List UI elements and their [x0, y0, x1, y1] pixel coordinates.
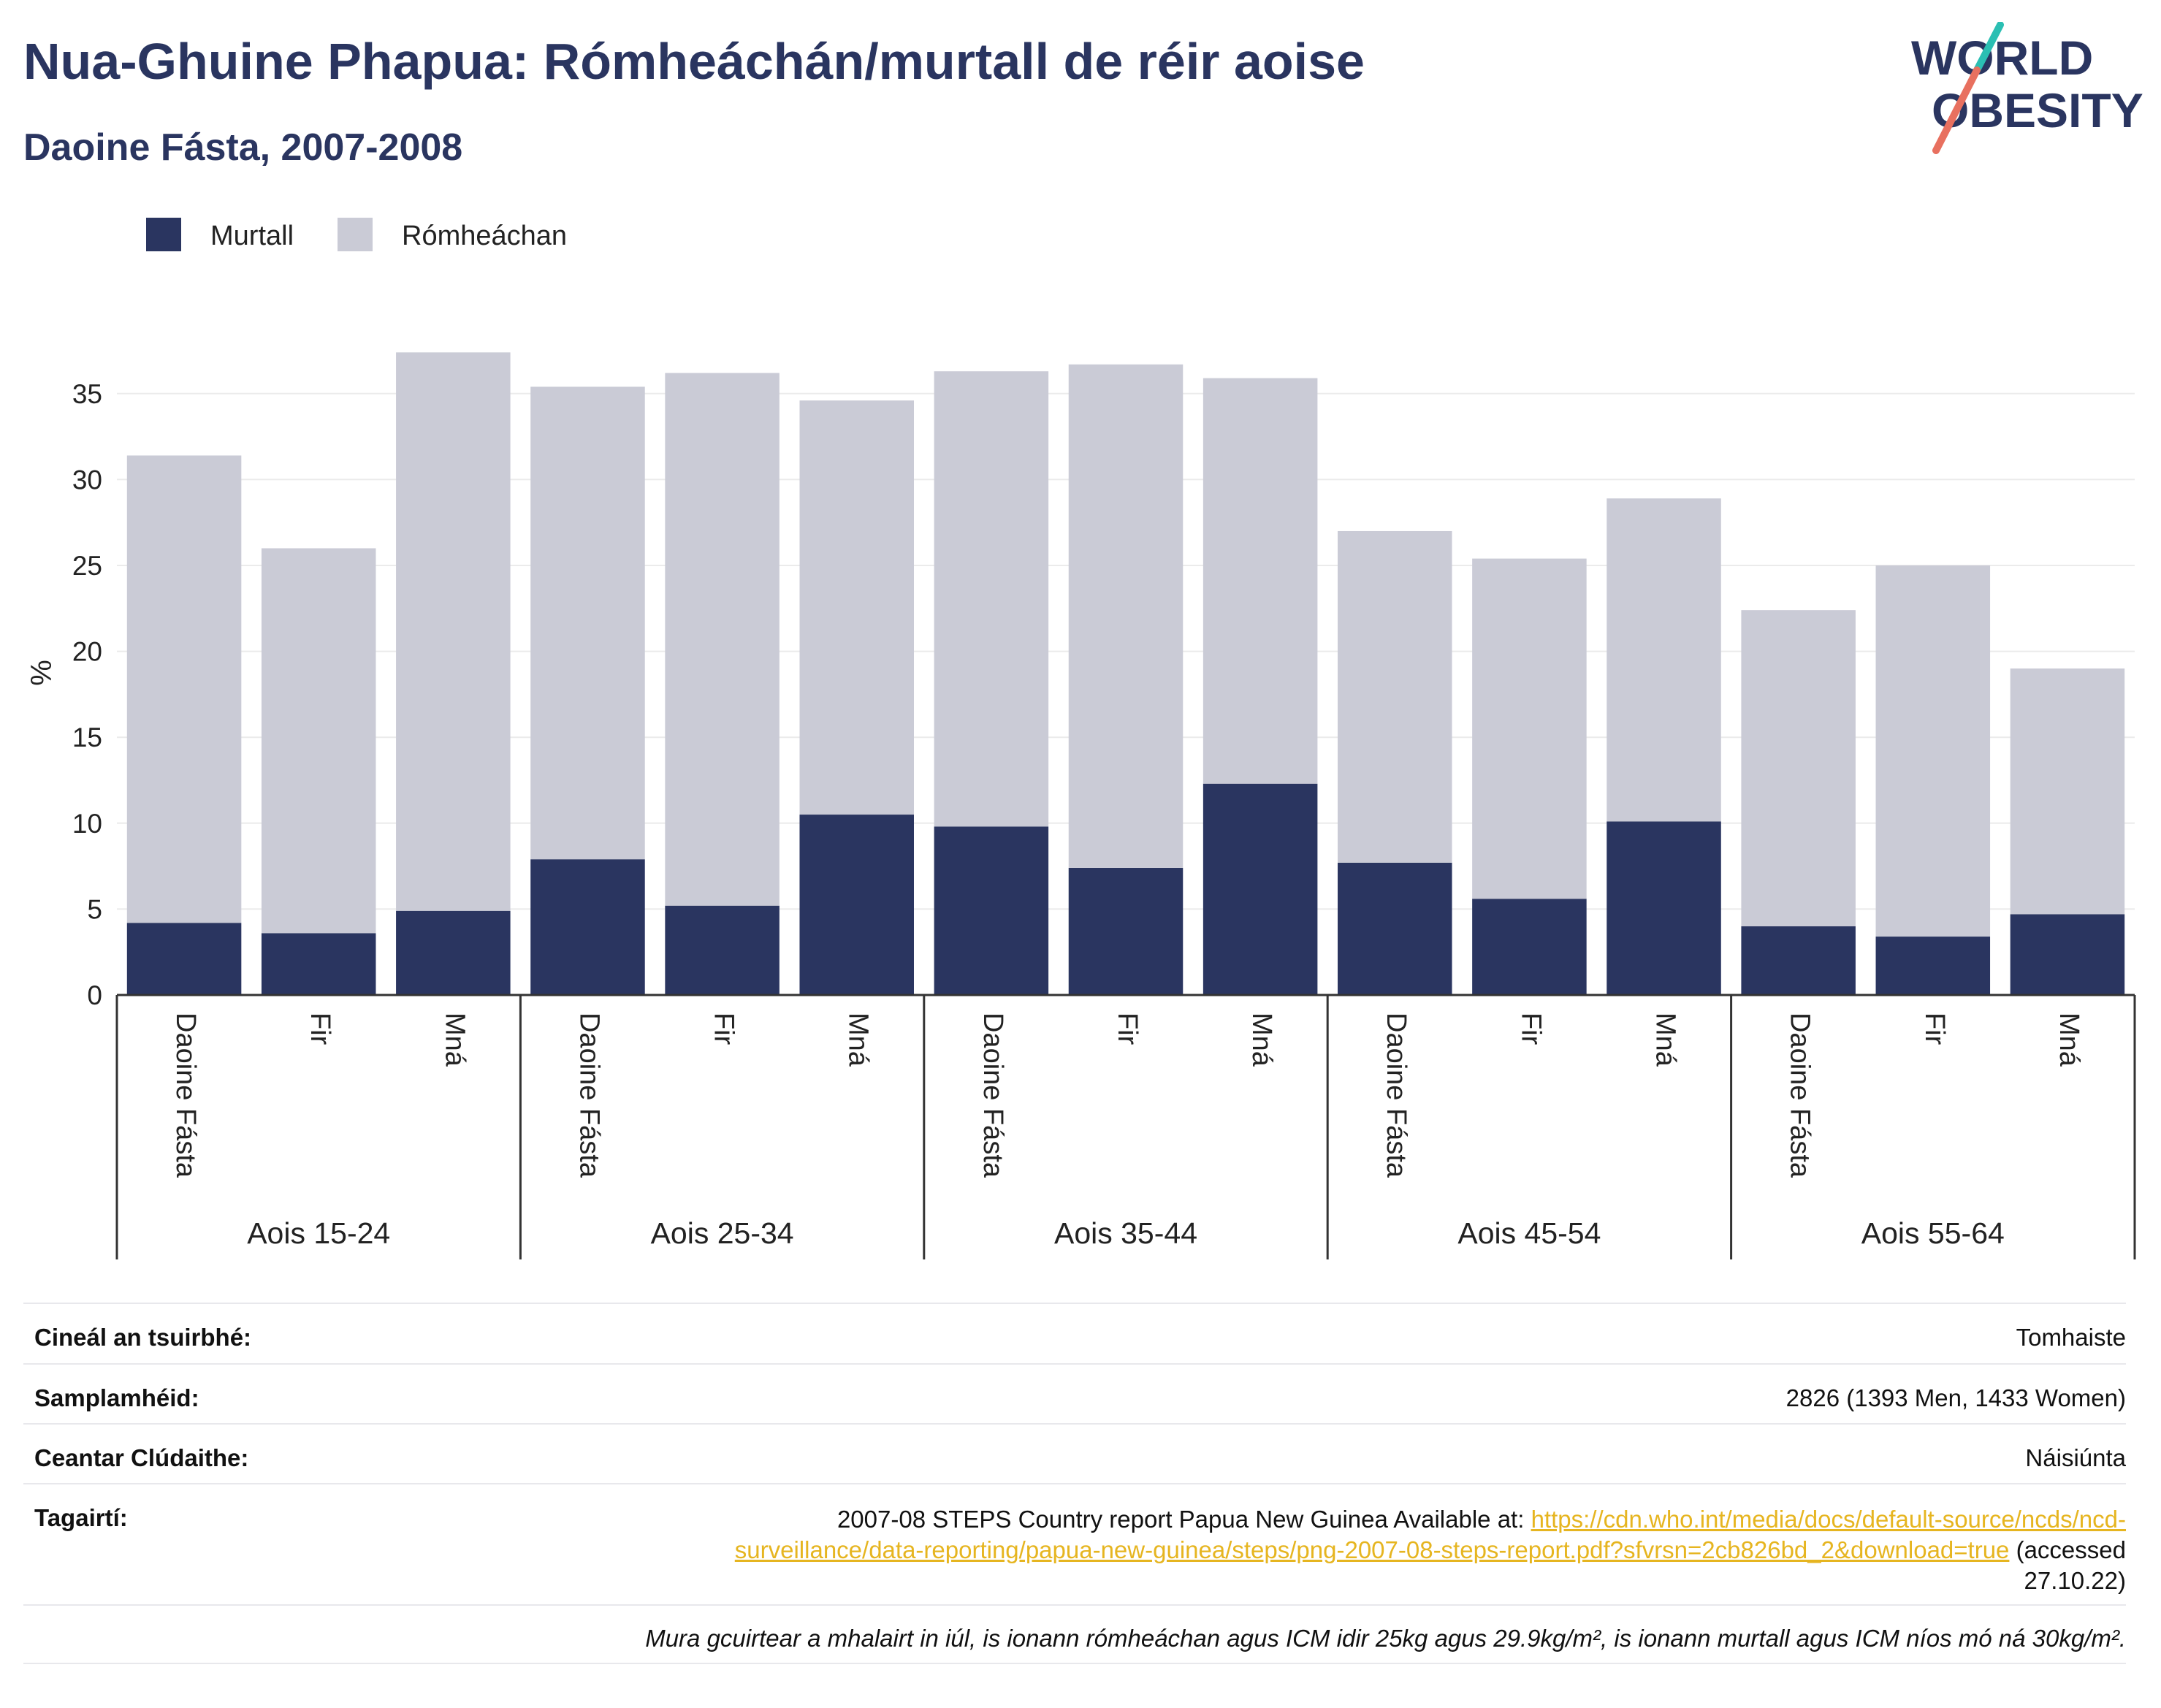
info-label: Samplamhéid: [34, 1384, 199, 1411]
info-label: Ceantar Clúdaithe: [34, 1444, 249, 1471]
info-row-references: Tagairtí: 2007-08 STEPS Country report P… [23, 1483, 2126, 1604]
world-obesity-logo: WORLD OBESITY [1911, 22, 2143, 154]
reference-text: 27.10.22) [2024, 1567, 2126, 1594]
bar-murtall [396, 910, 511, 995]
x-group-label: Aois 45-54 [1457, 1216, 1601, 1250]
y-tick-label: 5 [87, 894, 102, 924]
bar-rómheáchan [1068, 364, 1184, 868]
bar-rómheáchan [261, 548, 376, 934]
bar-rómheáchan [1472, 558, 1587, 899]
x-subcategory-label: Daoine Fásta [170, 1013, 201, 1178]
y-tick-label: 10 [72, 809, 102, 839]
bar-rómheáchan [126, 455, 242, 923]
definition-note: Mura gcuirtear a mhalairt in iúl, is ion… [645, 1625, 2126, 1652]
bar-murtall [1741, 926, 1856, 995]
x-subcategory-label: Daoine Fásta [1381, 1013, 1411, 1178]
bar-murtall [799, 815, 914, 995]
bar-murtall [1203, 783, 1318, 995]
bar-rómheáchan [1203, 378, 1318, 784]
legend-swatch [338, 218, 373, 251]
bar-murtall [934, 826, 1049, 995]
legend-label: Rómheáchan [402, 221, 568, 251]
x-group-label: Aois 15-24 [247, 1216, 390, 1250]
y-tick-label: 20 [72, 637, 102, 667]
x-subcategory-label: Fir [1919, 1013, 1950, 1045]
bar-murtall [1472, 899, 1587, 995]
bar-murtall [261, 933, 376, 995]
bar-murtall [126, 923, 242, 995]
x-subcategory-label: Daoine Fásta [1785, 1013, 1815, 1178]
reference-link[interactable]: https://cdn.who.int/media/docs/default-s… [1531, 1506, 2126, 1533]
bar-rómheáchan [396, 352, 511, 911]
logo-accent-stroke [1932, 66, 1981, 154]
bar-rómheáchan [934, 371, 1049, 827]
info-row-survey-type: Cineál an tsuirbhé: Tomhaiste [23, 1303, 2126, 1363]
logo-line1: WORLD [1911, 31, 2093, 85]
reference-text: (accessed [2009, 1536, 2126, 1563]
bar-murtall [1338, 862, 1452, 995]
legend-label: Murtall [210, 221, 294, 251]
bar-murtall [2010, 914, 2125, 995]
info-row-sample-size: Samplamhéid: 2826 (1393 Men, 1433 Women) [23, 1363, 2126, 1423]
x-subcategory-label: Mná [1246, 1013, 1277, 1067]
x-subcategory-label: Fir [305, 1013, 335, 1045]
info-value: 2007-08 STEPS Country report Papua New G… [23, 1484, 2126, 1596]
bar-rómheáchan [799, 400, 914, 815]
y-axis-label: % [26, 660, 58, 686]
bar-murtall [665, 905, 780, 995]
bar-rómheáchan [665, 373, 780, 906]
x-group-label: Aois 35-44 [1054, 1216, 1197, 1250]
info-value: Náisiúnta [2025, 1444, 2126, 1471]
legend-swatch [146, 218, 181, 251]
bar-rómheáchan [1741, 610, 1856, 926]
chart-title: Nua-Ghuine Phapua: Rómheáchán/murtall de… [23, 33, 1365, 90]
x-subcategory-label: Fir [1515, 1013, 1546, 1045]
info-label: Tagairtí: [34, 1504, 128, 1531]
x-subcategory-label: Mná [439, 1013, 470, 1067]
reference-text: 2007-08 STEPS Country report Papua New G… [836, 1506, 1531, 1533]
survey-info-table: Cineál an tsuirbhé: Tomhaiste Samplamhéi… [23, 1303, 2126, 1664]
x-subcategory-label: Mná [2054, 1013, 2084, 1067]
y-tick-label: 30 [72, 465, 102, 495]
info-value: 2826 (1393 Men, 1433 Women) [1785, 1384, 2126, 1411]
reference-link[interactable]: surveillance/data-reporting/papua-new-gu… [734, 1536, 2010, 1563]
x-group-label: Aois 25-34 [651, 1216, 794, 1250]
y-tick-label: 0 [87, 980, 102, 1010]
bar-murtall [1875, 937, 1991, 995]
info-row-note: Mura gcuirtear a mhalairt in iúl, is ion… [23, 1604, 2126, 1664]
bar-murtall [1068, 867, 1184, 995]
bar-rómheáchan [530, 386, 645, 860]
info-label: Cineál an tsuirbhé: [34, 1324, 252, 1351]
chart-subtitle: Daoine Fásta, 2007-2008 [23, 126, 463, 169]
bar-rómheáchan [2010, 668, 2125, 915]
y-tick-label: 15 [72, 723, 102, 752]
x-subcategory-label: Mná [843, 1013, 874, 1067]
info-row-coverage: Ceantar Clúdaithe: Náisiúnta [23, 1423, 2126, 1483]
bar-murtall [1607, 821, 1721, 995]
logo-accent-stroke [1973, 22, 2004, 74]
bar-murtall [530, 859, 645, 995]
bar-rómheáchan [1607, 498, 1721, 822]
y-tick-label: 35 [72, 379, 102, 409]
x-group-label: Aois 55-64 [1861, 1216, 2005, 1250]
x-subcategory-label: Mná [1650, 1013, 1681, 1067]
stacked-bar-chart: 0 5 10 15 20 25 30 35% Daoine Fásta Fir Mná Daoine … [26, 352, 2136, 1259]
x-subcategory-label: Fir [1112, 1013, 1143, 1045]
bar-rómheáchan [1338, 530, 1452, 863]
info-value: Tomhaiste [2016, 1324, 2126, 1351]
x-subcategory-label: Daoine Fásta [977, 1013, 1008, 1178]
x-subcategory-label: Fir [709, 1013, 739, 1045]
y-tick-label: 25 [72, 551, 102, 581]
x-subcategory-label: Daoine Fásta [573, 1013, 604, 1178]
bar-rómheáchan [1875, 565, 1991, 937]
